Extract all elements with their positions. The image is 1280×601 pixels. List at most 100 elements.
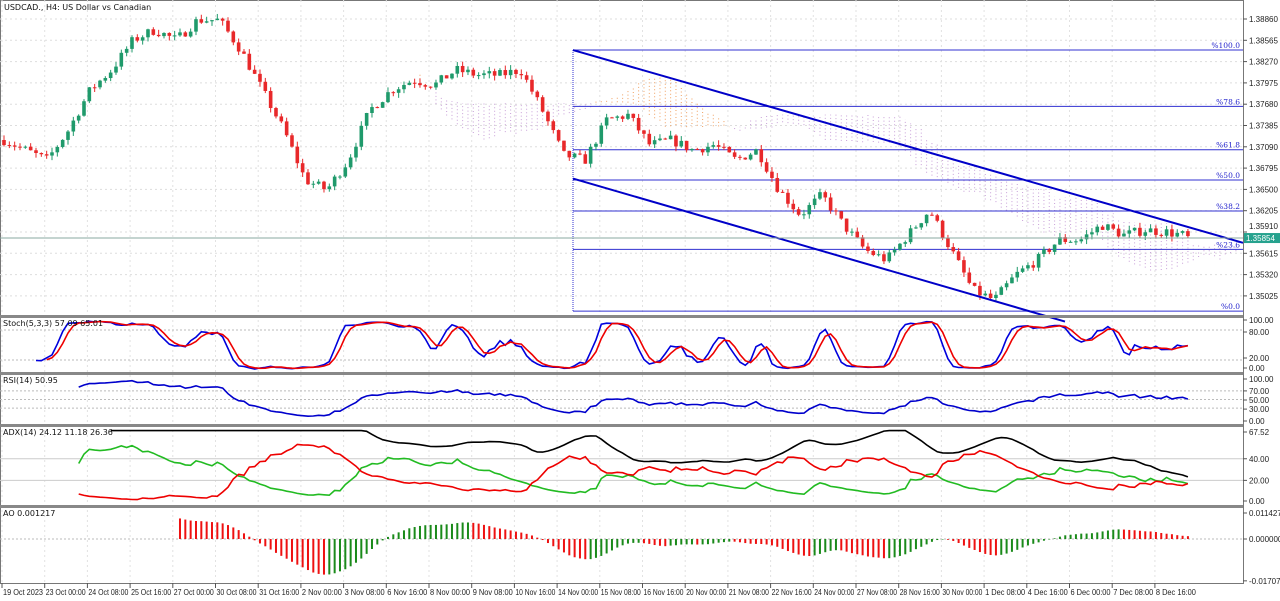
candle-body [1015,271,1020,278]
candle-body [1111,224,1116,229]
ao-bar [776,539,779,547]
time-axis-label: 20 Nov 00:00 [686,588,726,597]
ao-bar [861,539,864,556]
ao-bar [680,539,683,545]
ao-bar [1133,530,1136,539]
ao-bar [685,539,688,545]
candle-body [540,97,545,112]
candle-body [738,156,742,158]
adx-line [110,429,1189,478]
candle-body [711,145,716,147]
ao-bar [440,524,443,539]
candle-body [338,176,342,178]
candle-body [764,162,769,172]
candle-body [908,228,913,243]
candle-body [695,148,700,150]
ao-bar [221,523,224,539]
time-axis-label: 21 Nov 08:00 [729,588,769,597]
candle-body [450,73,454,79]
price-axis-label: 1.38860 [1249,15,1278,24]
ao-bar [1074,534,1077,539]
candle-body [364,113,369,126]
ao-bar [210,522,213,539]
ao-bar [344,539,347,570]
candle-body [119,52,124,67]
candle-body [1095,226,1100,233]
ao-bar [456,523,459,539]
ao-bar [770,539,773,546]
ao-bar [989,539,992,555]
ao-bar [450,523,453,539]
candle-body [871,250,876,255]
ao-bar [1037,539,1040,543]
candle-body [498,70,502,76]
ao-bar [605,539,608,554]
ao-bar [754,539,757,544]
candle-body [903,242,908,244]
ao-axis-label: 0.011427 [1249,509,1280,518]
ao-bar [360,539,363,559]
candle-body [60,139,65,147]
ao-bar [520,532,523,539]
ao-bar [280,539,283,556]
candle-body [487,71,492,74]
candle-body [391,92,396,94]
price-axis-label: 1.37975 [1249,79,1278,88]
candle-body [386,92,390,103]
ao-bar [226,525,229,539]
time-axis-label: 6 Dec 00:00 [1071,588,1112,597]
candle-body [930,214,934,216]
candle-body [1079,239,1084,242]
fib-level-label: %38.2 [1216,202,1240,211]
stoch-label: Stoch(5,3,3) 57.09 65.01 [3,319,103,328]
candle-body [898,243,902,250]
ao-bar [1170,534,1173,539]
candle-body [1164,229,1169,236]
ao-bar [610,539,613,551]
candle-body [935,215,940,221]
ao-bar [552,539,555,547]
ao-bar [1010,539,1013,552]
fib-level-label: %78.6 [1216,97,1240,106]
adx-axis-label: 67.52 [1249,428,1270,437]
candle-body [279,116,284,122]
ao-bar [290,539,293,562]
candle-body [956,251,961,261]
ao-bar [269,539,272,550]
candle-body [34,150,38,154]
ao-bar [621,539,624,546]
ao-bar [616,539,619,548]
ao-bar [898,539,901,556]
candle-body [348,157,353,168]
ao-bar [760,539,763,545]
ao-bar [200,521,203,539]
ao-bar [632,539,635,543]
price-channel[interactable] [572,49,1244,323]
candle-body [135,37,140,41]
time-axis-label: 30 Nov 00:00 [942,588,982,597]
time-axis-label: 9 Nov 08:00 [473,588,514,597]
ao-bar [264,539,267,547]
panel-separator [0,315,1243,318]
candle-body [103,78,108,81]
candle-body [1068,241,1073,243]
candle-body [850,231,854,233]
candle-body [114,66,118,73]
candle-body [994,294,998,298]
candle-body [300,163,305,173]
candle-body [1074,241,1078,243]
candle-body [55,146,60,153]
ao-bar [322,539,325,575]
ao-bar [488,526,491,539]
panel-separator [0,372,1243,375]
candle-body [151,29,156,35]
ao-bar [920,539,923,547]
time-axis-label: 6 Nov 16:00 [387,588,428,597]
ao-bar [850,539,853,554]
candle-body [98,80,102,88]
candle-body [7,145,12,147]
candle-body [866,246,870,251]
candle-body [162,32,166,37]
candle-body [946,237,950,248]
